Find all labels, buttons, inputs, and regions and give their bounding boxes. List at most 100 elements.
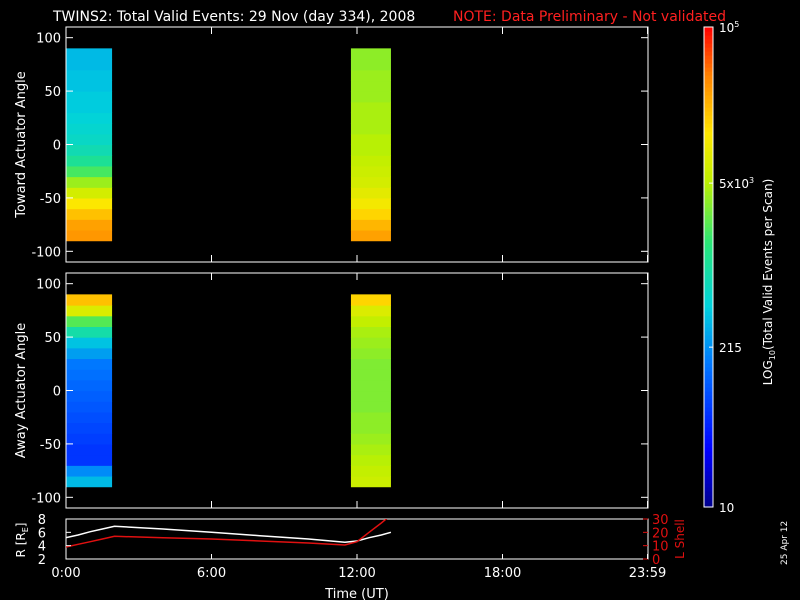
toward-panel-cell [350, 133, 391, 146]
colorbar-segment [704, 219, 713, 224]
colorbar-segment [704, 375, 713, 380]
lshell-tick-label: 0 [652, 553, 660, 568]
colorbar-segment [704, 407, 713, 412]
away-panel-cell [350, 358, 391, 370]
colorbar-segment [704, 167, 713, 172]
colorbar-segment [704, 431, 713, 436]
away-panel-cell [350, 401, 391, 413]
colorbar-segment [704, 363, 713, 368]
colorbar-tick-label: 10 [719, 501, 734, 515]
colorbar-segment [704, 315, 713, 320]
toward-panel-cell [350, 80, 391, 92]
toward-panel-cell [66, 208, 113, 220]
radius-line [66, 525, 392, 544]
colorbar-segment [704, 27, 713, 32]
colorbar-segment [704, 103, 713, 108]
colorbar-segment [704, 75, 713, 80]
away-panel-cell [350, 369, 391, 381]
orbit-ytick-label: 2 [38, 553, 46, 568]
colorbar-segment [704, 79, 713, 84]
colorbar-segment [704, 435, 713, 440]
colorbar-segment [704, 39, 713, 44]
colorbar-segment [704, 243, 713, 248]
colorbar-frame [703, 26, 714, 508]
toward-panel-ytick-label: 100 [36, 32, 61, 47]
colorbar-segment [704, 127, 713, 132]
toward-panel-cell [350, 176, 391, 188]
toward-panel-cell [66, 187, 113, 199]
toward-panel-cell [66, 155, 113, 167]
date-stamp: 25 Apr 12 [780, 521, 790, 565]
away-panel-cell [350, 465, 391, 477]
colorbar-tick-exponent: 3 [749, 176, 754, 185]
away-panel-cell [66, 465, 113, 477]
colorbar-segment [704, 291, 713, 296]
toward-panel-cell [350, 155, 391, 167]
colorbar-segment [704, 423, 713, 428]
toward-panel-cell [66, 229, 113, 242]
toward-panel-cell [66, 59, 113, 71]
colorbar-segment [704, 455, 713, 460]
colorbar-label-rest: (Total Valid Events per Scan) [761, 179, 775, 350]
away-panel-ytick-label: -100 [31, 491, 61, 506]
away-panel-cell [350, 379, 391, 392]
colorbar-segment [704, 503, 713, 508]
colorbar-segment [704, 307, 713, 312]
colorbar-segment [704, 163, 713, 168]
colorbar-segment [704, 471, 713, 476]
away-panel-cell [350, 305, 391, 317]
away-panel-cell [66, 358, 113, 370]
colorbar-segment [704, 247, 713, 252]
colorbar-segment [704, 151, 713, 156]
colorbar-segment [704, 415, 713, 420]
toward-panel-cell [350, 59, 391, 71]
colorbar-segment [704, 403, 713, 408]
preliminary-note: NOTE: Data Preliminary - Not validated [453, 9, 726, 25]
colorbar-segment [704, 395, 713, 400]
away-panel-ytick-label: 50 [44, 331, 61, 346]
away-panel-cell [66, 422, 113, 434]
away-panel-cell [66, 379, 113, 392]
time-tick-label: 6:00 [197, 566, 226, 581]
toward-panel-cell [350, 123, 391, 135]
colorbar-segment [704, 147, 713, 152]
lshell-tick-label: 10 [652, 540, 669, 555]
time-axis-label: Time (UT) [324, 587, 389, 600]
colorbar-segment [704, 487, 713, 492]
colorbar-segment [704, 111, 713, 116]
colorbar-segment [704, 235, 713, 240]
colorbar-segment [704, 319, 713, 324]
colorbar-segment [704, 447, 713, 452]
colorbar-segment [704, 95, 713, 100]
colorbar-segment [704, 475, 713, 480]
colorbar-segment [704, 211, 713, 216]
away-panel-ytick-label: 100 [36, 278, 61, 293]
away-panel-cell [350, 443, 391, 456]
colorbar-segment [704, 283, 713, 288]
colorbar-segment [704, 499, 713, 504]
colorbar-segment [704, 483, 713, 488]
away-panel-cell [66, 475, 113, 488]
away-panel-cell [66, 294, 113, 306]
colorbar-segment [704, 55, 713, 60]
toward-panel-cell [350, 165, 391, 178]
colorbar-segment [704, 463, 713, 468]
colorbar-segment [704, 35, 713, 40]
colorbar-tick-label: 5x103 [719, 176, 754, 191]
away-panel-cell [350, 390, 391, 402]
colorbar-segment [704, 179, 713, 184]
colorbar-segment [704, 203, 713, 208]
colorbar-segment [704, 171, 713, 176]
colorbar-tick-label: 215 [719, 341, 742, 355]
colorbar-segment [704, 387, 713, 392]
colorbar-segment [704, 411, 713, 416]
colorbar-segment [704, 343, 713, 348]
away-panel-cell [350, 411, 391, 424]
colorbar-segment [704, 187, 713, 192]
toward-panel-cell [66, 101, 113, 114]
colorbar-segment [704, 119, 713, 124]
colorbar-segment [704, 175, 713, 180]
away-panel-cell [66, 305, 113, 317]
toward-panel-cell [350, 219, 391, 231]
away-panel-cell [66, 433, 113, 445]
